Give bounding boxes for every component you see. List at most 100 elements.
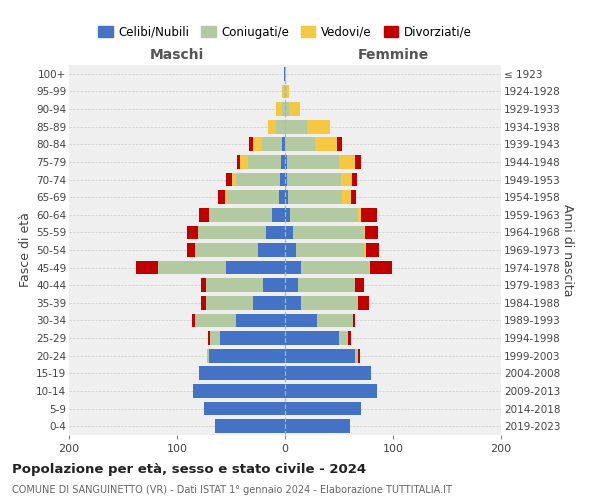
Text: COMUNE DI SANGUINETTO (VR) - Dati ISTAT 1° gennaio 2024 - Elaborazione TUTTITALI: COMUNE DI SANGUINETTO (VR) - Dati ISTAT … (12, 485, 452, 495)
Bar (263, 278, 285, 292)
Bar (285, 190, 288, 204)
Bar (301, 260, 369, 274)
Bar (282, 84, 284, 98)
Bar (239, 155, 248, 169)
Bar (278, 190, 285, 204)
Legend: Celibi/Nubili, Coniugati/e, Vedovi/e, Divorziati/e: Celibi/Nubili, Coniugati/e, Vedovi/e, Di… (94, 21, 476, 44)
Bar (364, 226, 365, 239)
Bar (211, 331, 220, 345)
Bar (293, 226, 364, 239)
Bar (285, 138, 315, 151)
Text: Femmine: Femmine (358, 48, 428, 62)
Bar (253, 296, 285, 310)
Bar (285, 102, 289, 116)
Bar (280, 172, 285, 186)
Bar (285, 366, 371, 380)
Y-axis label: Anni di nascita: Anni di nascita (561, 204, 574, 296)
Bar (192, 314, 196, 328)
Bar (285, 226, 293, 239)
Bar (187, 243, 196, 257)
Bar (364, 243, 366, 257)
Bar (285, 172, 287, 186)
Bar (353, 314, 355, 328)
Bar (285, 155, 287, 169)
Bar (315, 138, 337, 151)
Bar (307, 120, 331, 134)
Bar (290, 208, 358, 222)
Bar (215, 420, 285, 433)
Bar (201, 278, 206, 292)
Bar (287, 155, 339, 169)
Bar (196, 314, 236, 328)
Bar (226, 172, 232, 186)
Bar (250, 138, 253, 151)
Bar (199, 208, 209, 222)
Bar (206, 296, 253, 310)
Bar (197, 226, 266, 239)
Bar (206, 278, 263, 292)
Bar (268, 120, 277, 134)
Bar (342, 190, 351, 204)
Bar (355, 278, 364, 292)
Bar (298, 278, 355, 292)
Bar (285, 243, 296, 257)
Bar (287, 172, 341, 186)
Bar (366, 243, 379, 257)
Bar (282, 102, 285, 116)
Bar (199, 366, 285, 380)
Bar (201, 296, 206, 310)
Bar (351, 190, 356, 204)
Bar (253, 138, 262, 151)
Bar (361, 208, 377, 222)
Bar (285, 260, 301, 274)
Bar (285, 331, 339, 345)
Bar (193, 384, 285, 398)
Bar (218, 190, 224, 204)
Bar (258, 243, 285, 257)
Bar (355, 155, 361, 169)
Bar (207, 349, 209, 362)
Bar (187, 226, 197, 239)
Bar (285, 296, 301, 310)
Bar (285, 402, 361, 415)
Bar (317, 314, 353, 328)
Bar (285, 384, 377, 398)
Bar (284, 67, 285, 80)
Bar (301, 296, 358, 310)
Bar (277, 120, 285, 134)
Bar (285, 208, 290, 222)
Bar (227, 190, 278, 204)
Bar (284, 84, 285, 98)
Bar (285, 420, 350, 433)
Bar (358, 208, 361, 222)
Bar (358, 349, 359, 362)
Bar (296, 243, 364, 257)
Text: Popolazione per età, sesso e stato civile - 2024: Popolazione per età, sesso e stato civil… (12, 462, 366, 475)
Bar (226, 260, 285, 274)
Bar (209, 208, 272, 222)
Bar (220, 331, 285, 345)
Bar (209, 349, 285, 362)
Bar (277, 102, 282, 116)
Bar (285, 314, 317, 328)
Bar (262, 138, 282, 151)
Bar (238, 155, 239, 169)
Bar (266, 226, 285, 239)
Bar (347, 331, 351, 345)
Bar (370, 260, 392, 274)
Bar (339, 331, 347, 345)
Bar (224, 190, 227, 204)
Bar (358, 296, 369, 310)
Bar (352, 172, 358, 186)
Bar (272, 208, 285, 222)
Bar (365, 226, 378, 239)
Bar (285, 84, 289, 98)
Bar (337, 138, 342, 151)
Bar (236, 314, 285, 328)
Bar (339, 155, 355, 169)
Bar (282, 138, 285, 151)
Bar (136, 260, 158, 274)
Bar (285, 349, 355, 362)
Bar (158, 260, 226, 274)
Bar (236, 172, 280, 186)
